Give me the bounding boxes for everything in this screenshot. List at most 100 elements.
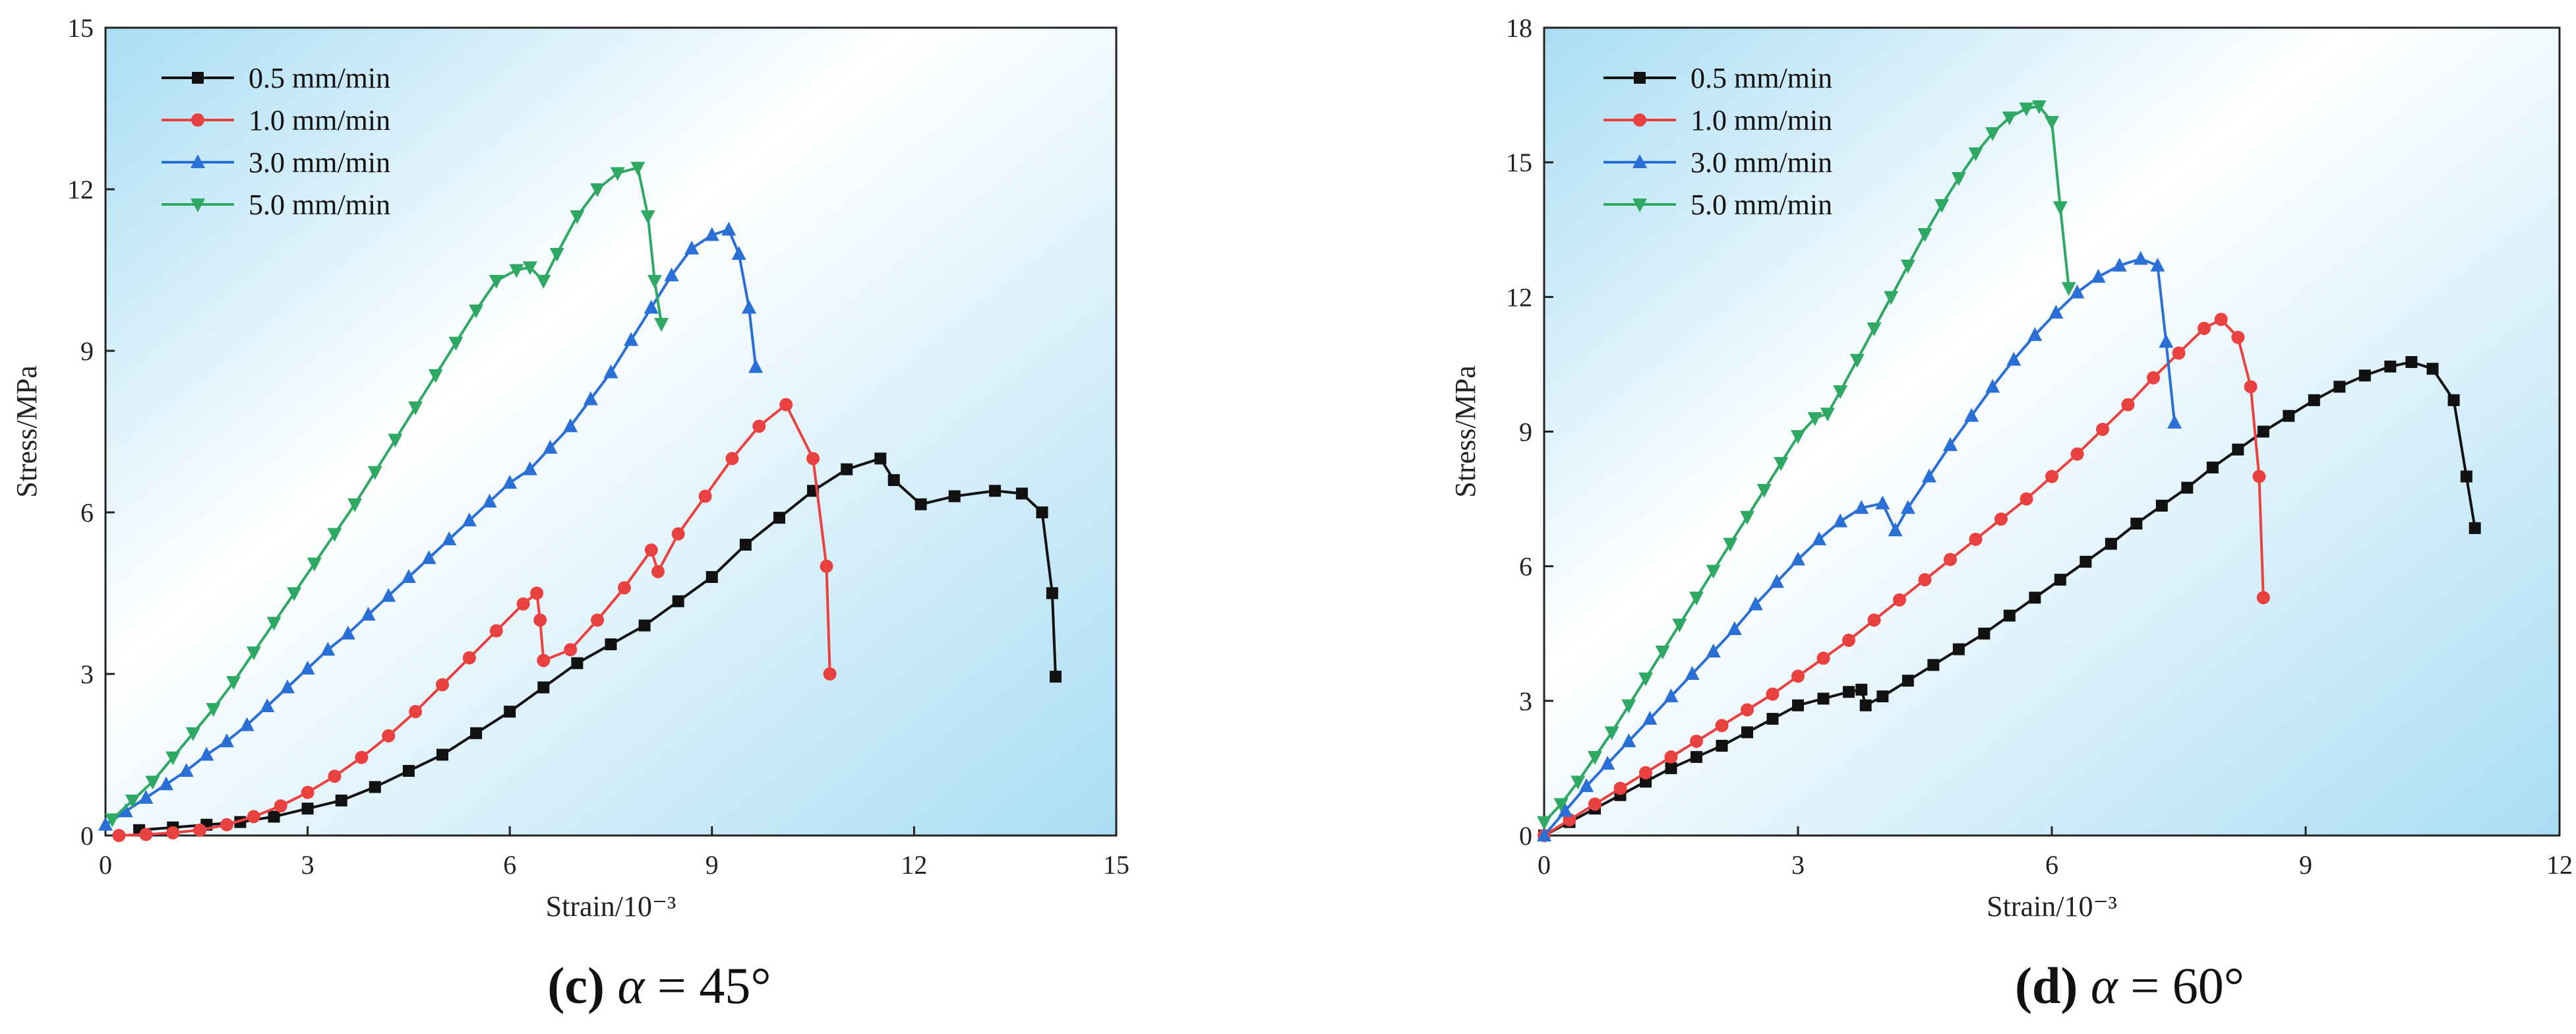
data-point: [448, 336, 464, 351]
legend-label: 5.0 mm/min: [1691, 189, 1832, 221]
data-point: [401, 569, 416, 583]
data-point: [2460, 470, 2472, 483]
data-point: [1927, 659, 1940, 671]
data-point: [1902, 675, 1914, 687]
legend-marker: [191, 154, 205, 168]
data-point: [1766, 713, 1779, 725]
caption-d-angle: = 60°: [2117, 957, 2244, 1014]
data-point: [820, 559, 833, 573]
legend-marker: [1632, 198, 1647, 212]
data-point: [2054, 574, 2066, 586]
data-point: [1046, 587, 1058, 599]
data-point: [671, 527, 685, 541]
data-point: [1685, 666, 1700, 680]
data-point: [1943, 437, 1958, 451]
y-tick-label: 12: [67, 175, 94, 204]
data-point: [2198, 321, 2211, 335]
data-point: [1921, 468, 1936, 483]
data-point: [2045, 115, 2059, 130]
caption-d-letter: (d): [2015, 957, 2078, 1014]
data-point: [1791, 430, 1805, 444]
data-point: [442, 531, 457, 545]
data-point: [1985, 379, 2000, 393]
data-point: [1964, 408, 1979, 422]
data-point: [2426, 363, 2439, 375]
data-point: [2252, 470, 2266, 483]
data-point: [638, 619, 651, 632]
series-line: [1543, 105, 2070, 823]
y-tick-label: 0: [1519, 821, 1532, 851]
data-point: [98, 816, 113, 831]
data-point: [748, 359, 764, 373]
data-point: [301, 785, 315, 799]
data-point: [583, 391, 598, 406]
data-point: [773, 512, 785, 524]
data-point: [2358, 369, 2371, 382]
data-point: [502, 475, 518, 489]
data-point: [1833, 513, 1848, 528]
data-point: [239, 717, 255, 731]
data-point: [2091, 268, 2106, 283]
data-point: [1621, 699, 1636, 714]
data-point: [1638, 672, 1653, 686]
series-s50: [1537, 100, 2076, 830]
x-axis-label: Strain/10⁻³: [1987, 890, 2117, 923]
data-point: [605, 638, 617, 651]
data-point: [2206, 461, 2219, 473]
x-tick-label: 3: [1791, 850, 1805, 880]
x-tick-label: 15: [1103, 850, 1129, 880]
data-point: [2029, 592, 2041, 604]
caption-d-alpha: α: [2090, 957, 2118, 1014]
caption-c: (c) α = 45°: [264, 956, 1055, 1016]
data-point: [1918, 573, 1932, 587]
data-point: [2147, 371, 2160, 384]
data-point: [1015, 487, 1028, 500]
data-point: [1553, 798, 1569, 812]
data-point: [522, 461, 537, 475]
y-axis-label: Stress/MPa: [11, 365, 43, 497]
series-s10: [1538, 313, 2270, 842]
data-point: [1588, 750, 1602, 765]
x-tick-label: 0: [1538, 850, 1551, 880]
data-point: [145, 776, 160, 790]
data-point: [2019, 102, 2034, 117]
data-point: [1849, 353, 1865, 368]
legend-marker: [192, 72, 204, 84]
data-point: [112, 829, 126, 842]
data-point: [1588, 797, 1602, 811]
data-point: [2045, 470, 2058, 483]
data-point: [1978, 627, 1991, 640]
data-point: [537, 681, 550, 694]
data-point: [914, 498, 927, 510]
data-point: [2244, 380, 2258, 394]
data-point: [644, 543, 658, 557]
data-point: [549, 248, 564, 262]
data-point: [1689, 592, 1704, 606]
data-point: [355, 750, 369, 764]
data-point: [469, 304, 484, 319]
data-point: [2105, 537, 2117, 550]
data-point: [2167, 414, 2182, 429]
data-point: [543, 440, 558, 454]
x-tick-label: 6: [503, 850, 516, 880]
data-point: [1537, 828, 1551, 841]
data-point: [2002, 111, 2017, 126]
data-point: [1706, 564, 1721, 579]
legend-label: 1.0 mm/min: [1691, 104, 1832, 137]
data-point: [421, 550, 436, 564]
data-point: [1741, 726, 1753, 739]
x-tick-label: 3: [301, 850, 315, 880]
data-point: [327, 528, 342, 542]
data-point: [2130, 518, 2143, 530]
legend-marker: [191, 113, 204, 127]
data-point: [1600, 756, 1615, 770]
data-point: [644, 299, 659, 314]
data-point: [1985, 127, 2000, 141]
series-s05: [133, 452, 1062, 836]
x-tick-label: 6: [2045, 850, 2058, 880]
data-point: [1816, 652, 1830, 665]
data-point: [470, 727, 483, 739]
data-point: [260, 698, 275, 712]
data-point: [1792, 699, 1804, 712]
data-point: [1579, 778, 1594, 793]
